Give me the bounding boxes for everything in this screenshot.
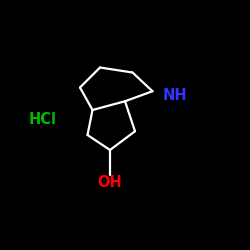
Text: OH: OH — [98, 175, 122, 190]
Text: NH: NH — [162, 88, 187, 102]
Text: HCl: HCl — [29, 112, 57, 128]
